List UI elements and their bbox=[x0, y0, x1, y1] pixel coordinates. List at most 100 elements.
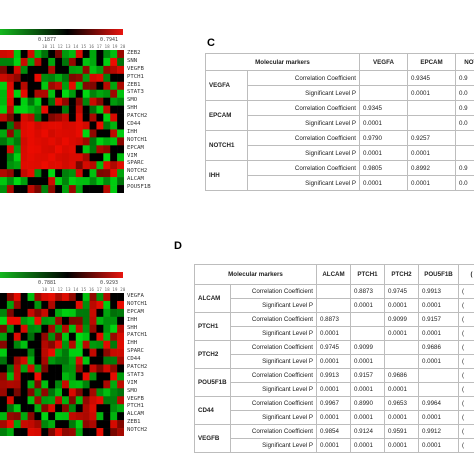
heatmap-cell bbox=[117, 324, 124, 334]
p-value: ( bbox=[458, 410, 474, 425]
heatmap-cell bbox=[96, 420, 104, 429]
heatmap-cell bbox=[82, 420, 90, 429]
row-marker-name: VEGFA bbox=[205, 70, 248, 101]
heatmap-cell bbox=[13, 412, 21, 421]
heatmap-cell bbox=[27, 324, 35, 334]
heatmap-cell bbox=[48, 50, 56, 59]
heatmap-cell bbox=[96, 65, 104, 75]
heatmap-cell bbox=[110, 65, 118, 75]
heatmap-cell bbox=[89, 137, 97, 146]
heatmap-cell bbox=[48, 412, 56, 421]
heatmap-cell bbox=[48, 169, 56, 178]
heatmap-cell bbox=[27, 332, 35, 341]
heatmap-cell bbox=[20, 364, 28, 373]
heatmap-cell bbox=[41, 364, 49, 373]
heatmap-cell bbox=[48, 153, 56, 162]
heatmap-cell bbox=[89, 324, 97, 334]
heatmap-cell bbox=[110, 356, 118, 365]
heatmap-cell bbox=[82, 348, 90, 357]
p-value bbox=[350, 326, 385, 341]
heatmap-cell bbox=[68, 356, 77, 365]
heatmap-cell bbox=[20, 372, 28, 381]
correlation-value bbox=[359, 70, 408, 86]
heatmap-cell bbox=[55, 324, 63, 334]
heatmap-cell bbox=[82, 372, 90, 381]
heatmap-cell bbox=[34, 364, 42, 373]
heatmap-cell bbox=[82, 356, 90, 365]
heatmap-cell bbox=[0, 340, 8, 349]
heatmap-cell bbox=[6, 185, 15, 193]
heatmap-cell bbox=[34, 121, 42, 130]
heatmap-cell bbox=[82, 113, 90, 122]
heatmap-cell bbox=[48, 137, 56, 146]
heatmap-cell bbox=[103, 300, 111, 310]
heatmap-cell bbox=[48, 372, 56, 381]
heatmap-cell bbox=[62, 340, 70, 349]
heatmap-cell bbox=[103, 380, 111, 389]
heatmap-cell bbox=[6, 324, 15, 334]
heatmap-cell bbox=[55, 177, 63, 186]
heatmap-cell bbox=[62, 420, 70, 429]
heatmap-cell bbox=[41, 404, 49, 413]
heatmap-cell bbox=[20, 177, 28, 186]
heatmap-cell bbox=[82, 169, 90, 178]
heatmap-cell bbox=[96, 105, 104, 114]
heatmap-cell bbox=[68, 372, 77, 381]
gene-label: IHH bbox=[127, 316, 138, 323]
heatmap-cell bbox=[110, 340, 118, 349]
gene-label: VIM bbox=[127, 379, 138, 386]
correlation-label: Correlation Coefficient bbox=[230, 424, 317, 439]
heatmap-cell bbox=[75, 177, 83, 186]
heatmap-cell bbox=[110, 316, 118, 326]
heatmap-cell bbox=[27, 412, 35, 421]
heatmap-cell bbox=[89, 308, 97, 318]
heatmap-cell bbox=[89, 161, 97, 170]
heatmap-cell bbox=[6, 65, 15, 75]
heatmap-cell bbox=[62, 185, 70, 193]
heatmap-cell bbox=[103, 420, 111, 429]
heatmap-cell bbox=[82, 300, 90, 310]
heatmap-cell bbox=[110, 57, 118, 67]
p-value: ( bbox=[458, 354, 474, 369]
heatmap-cell bbox=[13, 161, 21, 170]
heatmap-cell bbox=[110, 97, 118, 106]
heatmap-cell bbox=[41, 50, 49, 59]
row-marker-name: PTCH1 bbox=[194, 312, 231, 341]
heatmap-cell bbox=[75, 420, 83, 429]
heatmap-cell bbox=[27, 293, 35, 302]
heatmap-cell bbox=[117, 129, 124, 138]
row-marker-name: ALCAM bbox=[194, 284, 231, 313]
heatmap-cell bbox=[13, 65, 21, 75]
heatmap-cell bbox=[34, 404, 42, 413]
gene-label: SNN bbox=[127, 57, 138, 64]
heatmap-cell bbox=[0, 324, 8, 334]
heatmap-cell bbox=[117, 89, 124, 98]
heatmap-cell bbox=[68, 364, 77, 373]
heatmap-cell bbox=[110, 129, 118, 138]
heatmap-cell bbox=[6, 57, 15, 67]
heatmap-cell bbox=[6, 153, 15, 162]
correlation-value: 0.8873 bbox=[316, 312, 351, 327]
heatmap-cell bbox=[75, 113, 83, 122]
heatmap-cell bbox=[103, 340, 111, 349]
heatmap-cell bbox=[103, 308, 111, 318]
heatmap-cell bbox=[117, 65, 124, 75]
heatmap-cell bbox=[89, 169, 97, 178]
heatmap-cell bbox=[68, 65, 77, 75]
gene-label: NOTCH2 bbox=[127, 168, 148, 175]
heatmap-cell bbox=[48, 89, 56, 98]
heatmap-cell bbox=[55, 137, 63, 146]
heatmap-cell bbox=[48, 129, 56, 138]
heatmap-cell bbox=[62, 293, 70, 302]
heatmap-cell bbox=[117, 364, 124, 373]
heatmap-cell bbox=[6, 105, 15, 114]
heatmap-cell bbox=[48, 57, 56, 67]
heatmap-cell bbox=[103, 293, 111, 302]
p-value: 0.0001 bbox=[407, 175, 456, 191]
heatmap-cell bbox=[20, 404, 28, 413]
heatmap-cell bbox=[103, 57, 111, 67]
p-value: 0.0001 bbox=[384, 410, 419, 425]
correlation-label: Correlation Coefficient bbox=[230, 396, 317, 411]
heatmap-cell bbox=[117, 380, 124, 389]
heatmap-cell bbox=[0, 412, 8, 421]
